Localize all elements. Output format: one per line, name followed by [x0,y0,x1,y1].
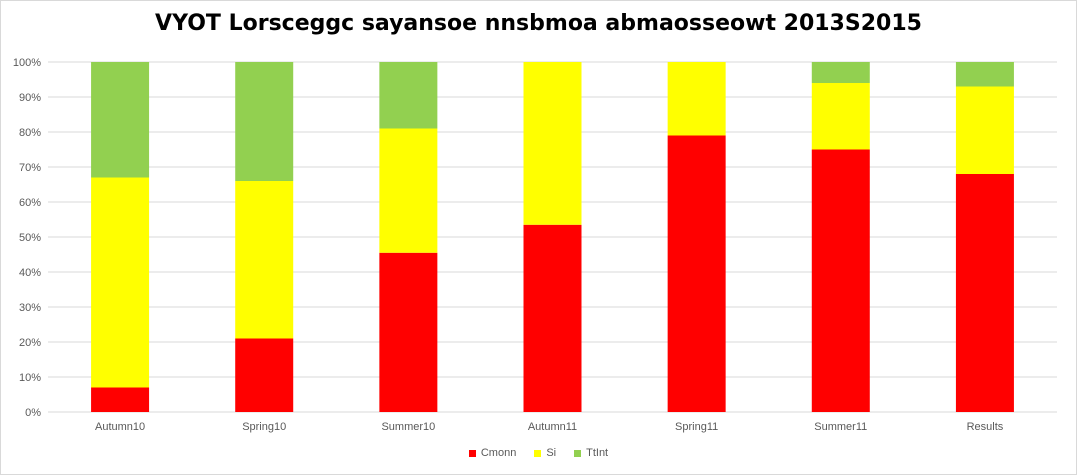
bar-segment [811,62,870,83]
y-tick-label: 40% [19,267,41,279]
bar-segment [235,338,294,412]
bar-segment [235,62,294,181]
x-tick-label: Autumn10 [95,421,145,433]
y-tick-label: 30% [19,302,41,314]
legend-item: Si [534,447,556,459]
bar-segment [667,62,726,136]
legend: Cmonn Si TtInt [1,447,1076,459]
x-tick-label: Spring11 [675,421,718,433]
bar-segment [523,62,582,225]
y-tick-label: 60% [19,197,41,209]
bar-segment [379,252,438,412]
y-tick-label: 90% [19,92,41,104]
bar-segment [235,181,294,339]
y-tick-label: 100% [13,57,41,69]
bar-segment [379,62,438,129]
x-tick-label: Autumn11 [528,421,577,433]
bar-segment [811,149,870,412]
legend-item: Cmonn [468,447,517,459]
legend-swatch [534,449,542,457]
bar-segment [379,128,438,253]
legend-item: TtInt [574,447,608,459]
legend-label: TtInt [586,447,609,459]
legend-swatch [574,449,582,457]
legend-label: Si [546,447,557,459]
y-tick-label: 70% [19,162,41,174]
bar-segment [91,177,150,388]
y-tick-label: 10% [19,372,41,384]
bar-segment [955,62,1014,87]
x-tick-label: Summer10 [381,421,435,433]
bar-segment [667,135,726,412]
bar-segment [811,83,870,150]
x-tick-label: Summer11 [814,421,867,433]
bar-segment [91,387,150,412]
x-tick-label: Results [967,421,1004,433]
legend-swatch [468,449,476,457]
y-tick-label: 0% [25,407,41,419]
legend-label: Cmonn [480,447,517,459]
x-tick-label: Spring10 [242,421,286,433]
bar-segment [955,174,1014,412]
y-tick-label: 20% [19,337,41,349]
y-tick-label: 80% [19,127,41,139]
bar-segment [91,62,150,178]
chart-title: VYOT Lorsceggc sayansoe nnsbmoa abmaosse… [155,11,922,36]
bar-segment [955,86,1014,174]
y-tick-label: 50% [19,232,41,244]
bar-segment [523,224,582,412]
